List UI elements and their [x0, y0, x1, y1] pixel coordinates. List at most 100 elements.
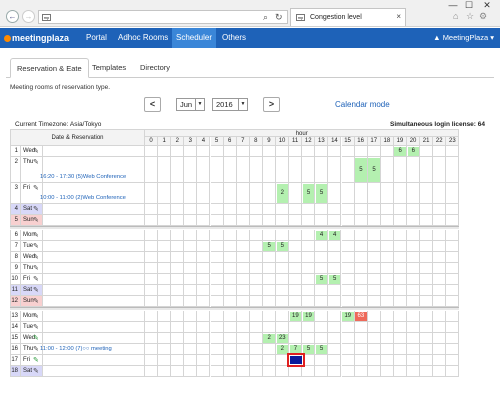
hour-cell[interactable] — [407, 146, 421, 157]
hour-cell[interactable] — [158, 355, 172, 366]
hour-cell[interactable] — [171, 157, 185, 183]
new-reservation-pen-icon[interactable]: ✎ — [33, 287, 39, 294]
hour-cell[interactable] — [145, 241, 159, 252]
hour-cell[interactable] — [223, 333, 237, 344]
hour-cell[interactable] — [420, 311, 434, 322]
hour-cell[interactable] — [197, 204, 211, 215]
hour-cell[interactable] — [433, 157, 447, 183]
hour-cell[interactable] — [236, 241, 250, 252]
hour-cell[interactable] — [446, 311, 460, 322]
hour-cell[interactable] — [302, 230, 316, 241]
reservation-cell[interactable] — [43, 322, 145, 333]
hour-cell[interactable] — [315, 157, 329, 183]
hour-cell[interactable] — [315, 311, 329, 322]
hour-cell[interactable] — [171, 241, 185, 252]
hour-cell[interactable] — [367, 263, 381, 274]
hour-cell[interactable] — [236, 333, 250, 344]
hour-cell[interactable] — [223, 183, 237, 204]
hour-cell[interactable] — [328, 274, 342, 285]
reservation-cell[interactable] — [43, 241, 145, 252]
hour-cell[interactable] — [210, 263, 224, 274]
hour-cell[interactable] — [446, 241, 460, 252]
hour-cell[interactable] — [223, 366, 237, 377]
hour-cell[interactable] — [302, 285, 316, 296]
hour-cell[interactable] — [276, 230, 290, 241]
hour-cell[interactable] — [380, 204, 394, 215]
hour-cell[interactable] — [315, 322, 329, 333]
hour-cell[interactable] — [407, 204, 421, 215]
hour-cell[interactable] — [446, 322, 460, 333]
hour-cell[interactable] — [367, 285, 381, 296]
hour-cell[interactable] — [249, 311, 263, 322]
hour-cell[interactable] — [276, 157, 290, 183]
hour-cell[interactable] — [158, 274, 172, 285]
hour-cell[interactable] — [158, 366, 172, 377]
hour-cell[interactable] — [315, 263, 329, 274]
tab-directory[interactable]: Directory — [140, 63, 171, 72]
hour-cell[interactable] — [276, 274, 290, 285]
hour-cell[interactable] — [354, 241, 368, 252]
hour-cell[interactable] — [171, 311, 185, 322]
hour-cell[interactable] — [302, 263, 316, 274]
hour-cell[interactable] — [158, 241, 172, 252]
hour-cell[interactable] — [328, 157, 342, 183]
hour-cell[interactable] — [289, 183, 303, 204]
new-reservation-pen-icon[interactable]: ✎ — [33, 217, 39, 224]
hour-cell[interactable] — [184, 252, 198, 263]
hour-cell[interactable] — [184, 322, 198, 333]
hour-cell[interactable] — [197, 344, 211, 355]
hour-cell[interactable] — [367, 241, 381, 252]
hour-cell[interactable] — [302, 344, 316, 355]
hour-cell[interactable] — [289, 252, 303, 263]
hour-cell[interactable] — [210, 333, 224, 344]
hour-cell[interactable] — [446, 355, 460, 366]
hour-cell[interactable] — [289, 366, 303, 377]
occupancy-cell[interactable]: 7 — [289, 344, 302, 354]
hour-cell[interactable] — [341, 333, 355, 344]
hour-cell[interactable] — [407, 183, 421, 204]
hour-cell[interactable] — [420, 263, 434, 274]
hour-cell[interactable] — [184, 215, 198, 226]
hour-cell[interactable] — [158, 230, 172, 241]
occupancy-cell[interactable]: 23 — [276, 333, 289, 343]
occupancy-cell[interactable]: 5 — [368, 157, 380, 182]
hour-cell[interactable] — [249, 157, 263, 183]
hour-cell[interactable] — [145, 146, 159, 157]
hour-cell[interactable] — [276, 252, 290, 263]
hour-cell[interactable] — [249, 274, 263, 285]
hour-cell[interactable] — [249, 252, 263, 263]
hour-cell[interactable] — [341, 157, 355, 183]
hour-cell[interactable] — [289, 285, 303, 296]
hour-cell[interactable] — [249, 146, 263, 157]
hour-cell[interactable] — [158, 322, 172, 333]
hour-cell[interactable] — [367, 311, 381, 322]
hour-cell[interactable] — [223, 322, 237, 333]
hour-cell[interactable] — [197, 183, 211, 204]
hour-cell[interactable] — [210, 274, 224, 285]
occupancy-cell[interactable]: 2 — [276, 344, 289, 354]
hour-cell[interactable] — [210, 311, 224, 322]
event-link[interactable]: 10:00 - 11:00 (2)Web Conference — [40, 195, 126, 201]
hour-cell[interactable] — [184, 230, 198, 241]
hour-cell[interactable] — [249, 204, 263, 215]
reservation-cell[interactable] — [43, 215, 145, 226]
reservation-cell[interactable] — [43, 344, 145, 355]
hour-cell[interactable] — [197, 157, 211, 183]
hour-cell[interactable] — [223, 355, 237, 366]
hour-cell[interactable] — [328, 252, 342, 263]
occupancy-cell[interactable]: 19 — [342, 311, 354, 321]
hour-cell[interactable] — [197, 146, 211, 157]
hour-cell[interactable] — [302, 146, 316, 157]
hour-cell[interactable] — [223, 215, 237, 226]
hour-cell[interactable] — [145, 263, 159, 274]
hour-cell[interactable] — [393, 204, 407, 215]
hour-cell[interactable] — [380, 355, 394, 366]
hour-cell[interactable] — [302, 157, 316, 183]
hour-cell[interactable] — [354, 296, 368, 307]
hour-cell[interactable] — [197, 215, 211, 226]
hour-cell[interactable] — [420, 344, 434, 355]
hour-cell[interactable] — [184, 183, 198, 204]
hour-cell[interactable] — [315, 344, 329, 355]
hour-cell[interactable] — [420, 322, 434, 333]
hour-cell[interactable] — [380, 311, 394, 322]
